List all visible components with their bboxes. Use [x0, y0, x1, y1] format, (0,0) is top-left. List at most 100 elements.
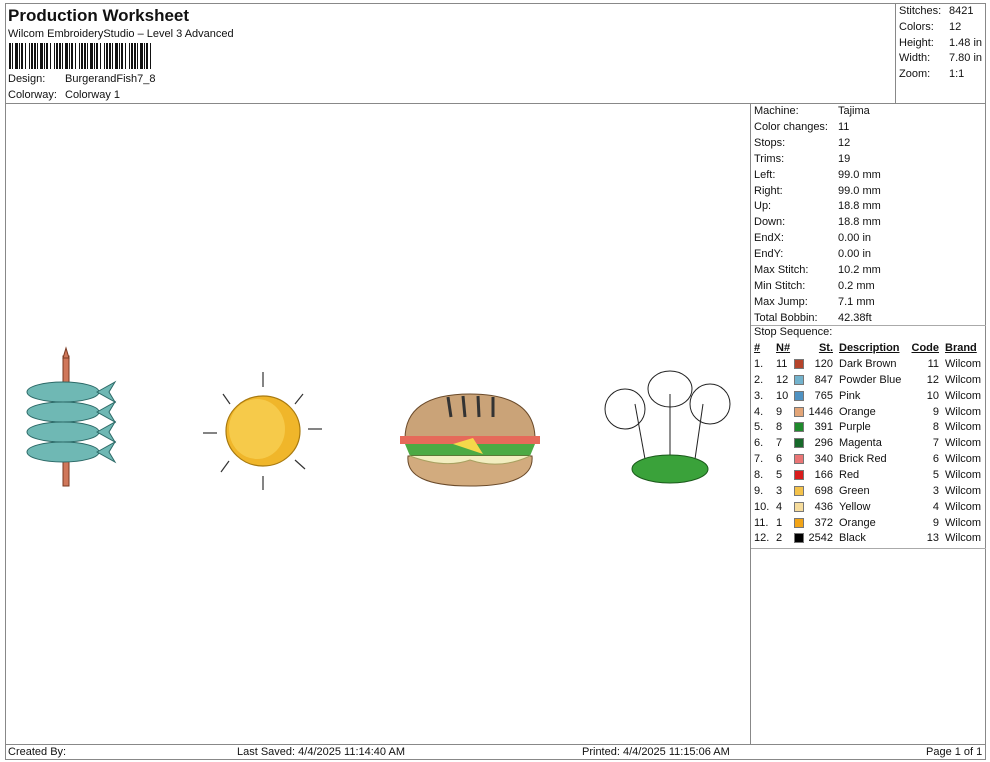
stop-n: 5: [776, 468, 783, 481]
info-value: 19: [838, 152, 851, 165]
stop-desc: Dark Brown: [839, 358, 897, 370]
machine-info-row: Color changes: 11: [754, 121, 849, 133]
stop-code: 9: [932, 405, 939, 418]
stop-brand: Wilcom: [945, 389, 982, 402]
stop-code: 8: [932, 421, 939, 434]
barcode-bar: [33, 43, 34, 69]
stop-n: 9: [776, 405, 783, 418]
barcode-bar: [88, 43, 90, 69]
barcode-bar: [104, 43, 105, 69]
stop-code: 6: [932, 453, 939, 466]
info-value: 18.8 mm: [838, 216, 881, 229]
stop-st: 296: [814, 437, 833, 450]
barcode-bar: [108, 43, 109, 69]
info-label: Max Stitch:: [754, 264, 809, 276]
stop-brand: Wilcom: [945, 373, 982, 386]
barcode-bar: [106, 43, 108, 69]
printed-date: Printed: 4/4/2025 11:15:06 AM: [582, 746, 730, 758]
barcode-bar: [101, 43, 104, 69]
info-value: 12: [838, 136, 851, 149]
stop-st: 698: [814, 484, 833, 497]
barcode-bar: [94, 43, 95, 69]
barcode-bar: [43, 43, 44, 69]
stop-num: 10.: [754, 500, 770, 513]
color-swatch: [794, 454, 804, 465]
worksheet-frame: [5, 3, 986, 760]
info-value: 11: [838, 120, 850, 133]
info-label: EndX:: [754, 232, 784, 245]
stop-st: 340: [814, 453, 833, 466]
stop-desc: Brick Red: [839, 453, 887, 466]
barcode-bar: [15, 43, 18, 69]
burger-design: [400, 393, 540, 487]
barcode-bar: [29, 43, 30, 69]
summary-label: Width:: [899, 52, 931, 65]
barcode-bar: [13, 43, 15, 69]
stop-desc: Black: [839, 532, 866, 545]
barcode-bar: [71, 43, 73, 69]
info-value: 0.00 in: [838, 232, 872, 245]
machine-info-row: Max Stitch: 10.2 mm: [754, 264, 881, 276]
info-label: Trims:: [754, 152, 785, 165]
stop-st: 436: [814, 500, 833, 513]
info-value: 99.0 mm: [838, 184, 881, 197]
stop-n: 10: [776, 389, 789, 402]
last-saved: Last Saved: 4/4/2025 11:14:40 AM: [237, 746, 405, 758]
barcode-bar: [69, 43, 70, 69]
machine-info-row: Right: 99.0 mm: [754, 184, 881, 197]
machine-info-row: EndY: 0.00 in: [754, 248, 871, 260]
stop-code: 12: [926, 373, 939, 386]
colorway-label: Colorway:: [8, 89, 57, 101]
barcode-bar: [112, 43, 113, 69]
stop-n: 1: [776, 516, 783, 529]
color-swatch: [794, 533, 804, 544]
machine-info-row: Machine: Tajima: [754, 105, 870, 117]
stop-brand: Wilcom: [945, 405, 982, 418]
barcode-bar: [18, 43, 19, 69]
divider: [751, 325, 986, 326]
stop-st: 1446: [808, 405, 833, 418]
summary-box: Stitches: 8421 Colors: 12 Height: 1.48 in Widt…: [895, 3, 986, 104]
barcode-bar: [12, 43, 13, 69]
stop-brand: Wilcom: [945, 532, 982, 545]
summary-label: Height:: [899, 36, 934, 49]
barcode-bar: [9, 43, 11, 69]
barcode-bar: [148, 43, 150, 69]
info-value: Tajima: [838, 105, 870, 117]
barcode-bar: [36, 43, 37, 69]
barcode-bar: [120, 43, 121, 69]
barcode-bar: [136, 43, 137, 69]
color-swatch: [794, 390, 804, 401]
stop-n: 4: [776, 500, 783, 513]
barcode-bar: [73, 43, 75, 69]
summary-label: Zoom:: [899, 68, 931, 81]
barcode-bar: [140, 43, 143, 69]
barcode-bar: [11, 43, 12, 69]
column-header-num: #: [754, 342, 761, 354]
barcode: [9, 43, 231, 69]
stop-desc: Green: [839, 484, 870, 497]
barcode-bar: [144, 43, 145, 69]
barcode-bar: [115, 43, 118, 69]
barcode-bar: [146, 43, 148, 69]
footer: Created By: Last Saved: 4/4/2025 11:14:4…: [5, 744, 986, 760]
stop-num: 6.: [754, 437, 764, 450]
barcode-bar: [20, 43, 21, 69]
stop-brand: Wilcom: [945, 484, 982, 497]
sun-design: [203, 372, 322, 490]
barcode-bar: [76, 43, 79, 69]
info-label: Right:: [754, 184, 783, 197]
barcode-bar: [113, 43, 115, 69]
stop-code: 3: [932, 484, 939, 497]
stop-num: 8.: [754, 468, 764, 481]
barcode-bar: [126, 43, 129, 69]
color-swatch: [794, 469, 804, 480]
stop-desc: Red: [839, 468, 860, 481]
summary-value: 7.80 in: [949, 52, 983, 65]
barcode-bar: [95, 43, 96, 69]
machine-info-row: Stops: 12: [754, 137, 850, 149]
barcode-bar: [118, 43, 119, 69]
divider: [751, 548, 986, 549]
barcode-bar: [125, 43, 126, 69]
colorway-value: Colorway 1: [65, 89, 121, 101]
